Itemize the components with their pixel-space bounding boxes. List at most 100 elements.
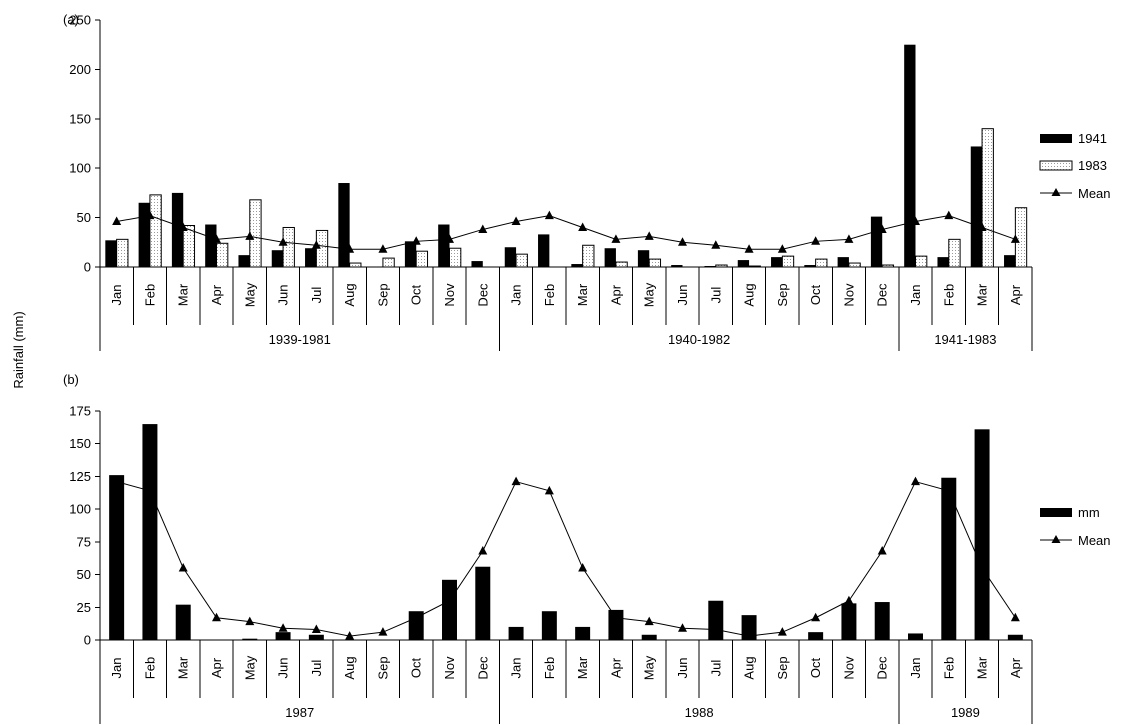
- bar-mm-1: [142, 424, 158, 640]
- x-tick-label: Feb: [941, 657, 956, 679]
- bar-1983-22: [848, 262, 861, 268]
- bar-mm-21: [808, 632, 824, 640]
- y-tick-label: 150: [69, 111, 91, 126]
- x-tick-label: Jun: [276, 658, 291, 679]
- legend-label-1941: 1941: [1078, 131, 1107, 146]
- legend-swatch-mm: [1040, 508, 1072, 517]
- x-tick-label: Apr: [1008, 657, 1023, 678]
- mean-point-9: [411, 612, 421, 622]
- x-tick-label: Jan: [509, 658, 524, 679]
- bar-1941-6: [305, 248, 317, 267]
- panel-a-legend: 1941 1983 Mean: [1039, 131, 1111, 201]
- x-tick-label: Apr: [608, 657, 623, 678]
- mean-point-1: [145, 210, 155, 220]
- bar-1941-1: [138, 202, 150, 267]
- mean-point-4: [245, 616, 255, 626]
- x-tick-label: Jan: [109, 658, 124, 679]
- x-tick-label: Sep: [375, 656, 390, 679]
- bar-1983-14: [582, 244, 595, 268]
- bar-1983-20: [781, 255, 795, 268]
- x-tick-label: Dec: [875, 283, 890, 307]
- bar-mm-13: [541, 611, 557, 640]
- x-tick-label: May: [642, 655, 657, 680]
- bar-1941-13: [538, 234, 550, 267]
- panel-a-chart: (a) 0 50 100 150 200 250 Jan Feb Mar Apr May Jun Ju…: [63, 12, 1111, 351]
- bar-1983-9: [415, 250, 429, 268]
- x-tick-label: Nov: [841, 656, 856, 680]
- mean-point-25: [944, 210, 954, 220]
- x-tick-label: Oct: [808, 658, 823, 679]
- mean-point-9: [411, 236, 421, 245]
- group-label-2: 1989: [951, 705, 980, 720]
- x-tick-label: Jul: [309, 287, 324, 304]
- bar-1983-21: [815, 258, 828, 268]
- bar-1941-12: [504, 247, 517, 267]
- x-tick-label: Mar: [575, 656, 590, 679]
- x-tick-label: May: [242, 655, 257, 680]
- bar-mm-26: [974, 429, 990, 640]
- legend-marker-mean-b: [1051, 535, 1061, 543]
- x-tick-label: Oct: [409, 285, 424, 306]
- x-tick-label: Sep: [375, 283, 390, 306]
- mean-point-6: [311, 624, 321, 634]
- y-tick-label: 75: [77, 534, 91, 549]
- mean-point-13: [544, 210, 554, 220]
- group-label-0: 1987: [285, 705, 314, 720]
- bar-mm-18: [708, 600, 724, 640]
- bar-mm-23: [874, 602, 890, 640]
- bar-mm-6: [308, 634, 324, 640]
- x-tick-label: Mar: [975, 656, 990, 679]
- y-tick-label: 200: [69, 62, 91, 77]
- x-tick-label: Apr: [608, 284, 623, 305]
- x-tick-label: Jan: [109, 285, 124, 306]
- mean-point-2: [178, 563, 188, 572]
- mean-point-12: [511, 216, 521, 226]
- y-tick-label: 250: [69, 13, 91, 28]
- mean-point-0: [112, 476, 122, 486]
- panel-b-legend: mm Mean: [1040, 505, 1111, 548]
- bar-mm-15: [608, 609, 624, 640]
- mean-point-5: [278, 237, 288, 246]
- mean-point-8: [378, 244, 388, 253]
- x-tick-label: Mar: [975, 283, 990, 306]
- x-tick-label: Mar: [176, 283, 191, 306]
- x-tick-label: Dec: [475, 283, 490, 307]
- x-tick-label: Nov: [442, 283, 457, 307]
- x-tick-label: Dec: [875, 656, 890, 680]
- mean-point-1: [145, 485, 155, 495]
- panel-a-label: (a): [63, 12, 79, 27]
- bar-mm-10: [442, 579, 457, 640]
- mean-point-4: [245, 231, 255, 240]
- mean-point-7: [345, 244, 355, 253]
- bar-mm-11: [475, 566, 491, 640]
- bar-mm-4: [242, 638, 258, 640]
- mean-point-27: [1010, 234, 1020, 243]
- bar-1941-20: [771, 257, 783, 267]
- bar-1941-14: [571, 264, 583, 267]
- bar-mm-2: [175, 604, 191, 640]
- group-label-2: 1941-1983: [934, 332, 996, 347]
- x-tick-label: Jan: [908, 285, 923, 306]
- mean-point-12: [511, 476, 521, 486]
- bar-mm-14: [575, 626, 591, 640]
- bar-1941-15: [604, 248, 616, 267]
- x-tick-label: Dec: [475, 656, 490, 680]
- x-tick-label: Jan: [908, 658, 923, 679]
- x-tick-label: Jul: [309, 660, 324, 677]
- x-tick-label: Nov: [841, 283, 856, 307]
- bar-mm-19: [741, 615, 757, 640]
- bar-1941-10: [438, 224, 450, 267]
- mean-point-23: [877, 224, 887, 233]
- x-tick-label: Apr: [209, 657, 224, 678]
- legend-label-1983: 1983: [1078, 158, 1107, 173]
- panel-b-y-axis: 0 25 50 75 100 125 150 175: [69, 404, 101, 648]
- mean-point-18: [711, 624, 721, 634]
- x-tick-label: Feb: [142, 284, 157, 306]
- bar-1941-17: [671, 265, 683, 267]
- bar-1983-2: [182, 225, 196, 268]
- x-tick-label: Aug: [342, 656, 357, 679]
- mean-point-13: [544, 485, 554, 495]
- bar-1983-5: [282, 226, 295, 268]
- x-tick-label: Jun: [675, 285, 690, 306]
- panel-b-x-axis: Jan Feb Mar Apr May Jun Jul Aug Sep Oct Nov Dec Jan F…: [99, 639, 1033, 724]
